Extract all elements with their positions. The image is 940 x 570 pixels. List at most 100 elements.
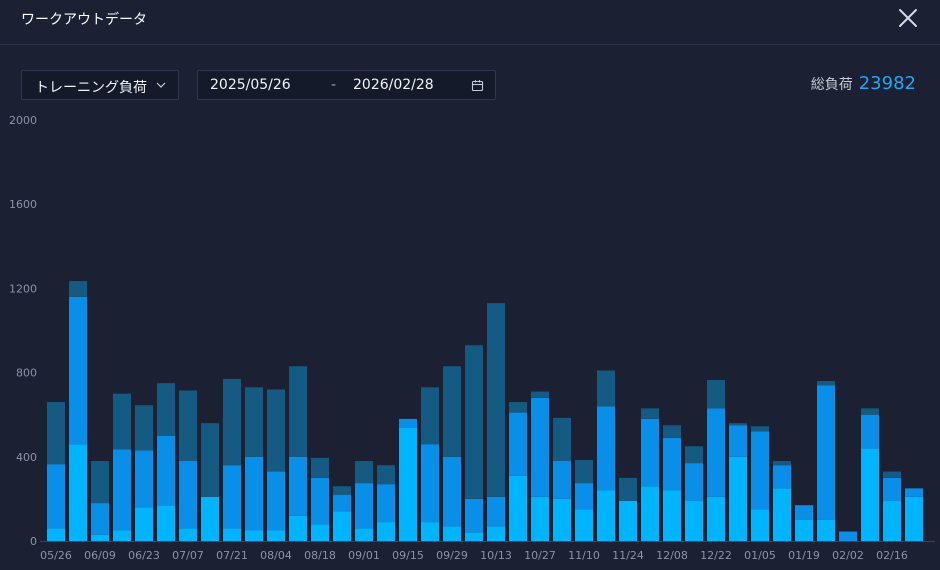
bar-segment-2 (443, 456, 461, 527)
bar-segment-2 (135, 450, 153, 508)
bar-segment-2 (487, 496, 505, 527)
bar-segment-1 (399, 427, 417, 541)
x-tick-label: 09/15 (392, 549, 424, 562)
bar-segment-2 (553, 461, 571, 499)
x-tick-label: 08/18 (304, 549, 336, 562)
date-end-field[interactable]: 2026/02/28 (353, 77, 434, 93)
bar-segment-3 (179, 390, 197, 462)
bar-segment-1 (619, 501, 637, 541)
y-tick-label: 800 (16, 367, 37, 380)
bar-segment-2 (707, 408, 725, 497)
bar-segment-1 (597, 490, 615, 541)
bar-segment-3 (47, 402, 65, 465)
dialog-title: ワークアウトデータ (21, 12, 147, 28)
x-tick-label: 07/21 (216, 549, 248, 562)
x-tick-label: 09/01 (348, 549, 380, 562)
x-tick-label: 10/13 (480, 549, 512, 562)
bar-segment-2 (47, 464, 65, 529)
bar-segment-2 (575, 483, 593, 510)
bar-segment-2 (267, 471, 285, 531)
bar-segment-1 (311, 524, 329, 541)
bar-segment-3 (245, 387, 263, 457)
bar-segment-2 (399, 418, 417, 428)
bar-segment-3 (91, 461, 109, 504)
bar-segment-3 (377, 465, 395, 485)
bar-segment-3 (729, 423, 747, 426)
date-range-picker[interactable]: 2025/05/26 - 2026/02/28 (197, 70, 496, 100)
bar-segment-2 (663, 437, 681, 491)
bar-segment-2 (795, 505, 813, 520)
bar-segment-2 (157, 435, 175, 506)
bar-segment-2 (883, 477, 901, 502)
bar-segment-2 (355, 483, 373, 529)
bar-segment-3 (113, 393, 131, 450)
bar-segment-3 (289, 366, 307, 457)
bar-segment-2 (69, 296, 87, 445)
bar-segment-3 (883, 471, 901, 478)
bar-segment-2 (311, 477, 329, 525)
date-separator: - (331, 77, 337, 93)
metric-select[interactable]: トレーニング負荷 (21, 70, 179, 100)
bar-segment-1 (245, 530, 263, 541)
bar-segment-1 (179, 528, 197, 541)
bar-segment-3 (465, 345, 483, 499)
bar-segment-1 (861, 448, 879, 541)
bar-segment-2 (91, 503, 109, 535)
y-tick-label: 0 (30, 535, 37, 548)
bar-segment-2 (223, 465, 241, 529)
bar-segment-1 (641, 486, 659, 541)
y-tick-label: 400 (16, 451, 37, 464)
bar-segment-1 (465, 532, 483, 541)
total-load-value: 23982 (858, 73, 916, 94)
bar-segment-3 (223, 378, 241, 466)
bar-segment-2 (729, 425, 747, 457)
x-tick-label: 08/04 (260, 549, 292, 562)
bar-segment-1 (663, 490, 681, 541)
bar-segment-3 (421, 387, 439, 445)
close-icon[interactable] (896, 6, 920, 30)
bar-segment-2 (465, 498, 483, 533)
bar-segment-3 (773, 461, 791, 466)
metric-select-label: トレーニング負荷 (35, 80, 147, 96)
bar-segment-3 (201, 423, 219, 497)
x-tick-label: 09/29 (436, 549, 468, 562)
bar-segment-2 (179, 461, 197, 529)
y-tick-label: 2000 (9, 114, 37, 127)
bars (47, 281, 923, 541)
bar-segment-2 (905, 488, 923, 497)
bar-segment-1 (289, 515, 307, 541)
bar-segment-2 (377, 484, 395, 523)
bar-segment-1 (685, 501, 703, 541)
bar-segment-1 (69, 444, 87, 541)
x-tick-label: 10/27 (524, 549, 556, 562)
dialog-header: ワークアウトデータ (0, 0, 940, 45)
bar-segment-1 (113, 530, 131, 541)
bar-segment-1 (795, 519, 813, 541)
bar-segment-3 (135, 405, 153, 451)
bar-segment-1 (553, 498, 571, 541)
bar-segment-3 (443, 366, 461, 457)
x-tick-label: 11/10 (568, 549, 600, 562)
calendar-icon[interactable] (471, 79, 484, 92)
bar-segment-2 (509, 412, 527, 476)
date-start-field[interactable]: 2025/05/26 (210, 77, 291, 93)
bar-segment-2 (245, 456, 263, 531)
x-tick-label: 02/16 (876, 549, 908, 562)
bar-segment-1 (157, 505, 175, 541)
bar-segment-2 (641, 418, 659, 487)
bar-segment-2 (817, 385, 835, 520)
y-tick-label: 1200 (9, 282, 37, 295)
bar-segment-1 (707, 496, 725, 541)
bar-segment-3 (531, 391, 549, 398)
bar-segment-1 (729, 456, 747, 541)
x-tick-label: 12/08 (656, 549, 688, 562)
bar-segment-1 (883, 501, 901, 541)
x-tick-label: 01/19 (788, 549, 820, 562)
bar-segment-2 (421, 444, 439, 523)
bar-segment-2 (113, 449, 131, 531)
bar-segment-1 (905, 496, 923, 541)
bar-segment-1 (47, 528, 65, 541)
bar-segment-2 (685, 463, 703, 502)
x-tick-label: 05/26 (40, 549, 72, 562)
